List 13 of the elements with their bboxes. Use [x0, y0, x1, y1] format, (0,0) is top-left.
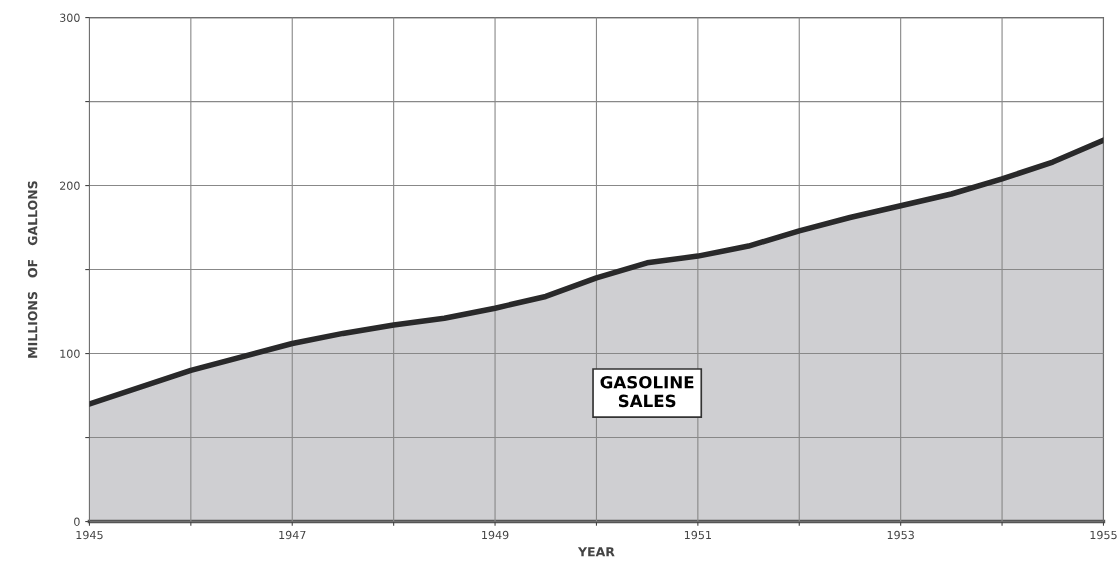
y-tick-label: 300 [60, 13, 80, 22]
x-tick-label: 1949 [482, 530, 509, 540]
x-tick-label: 1947 [279, 530, 306, 540]
y-axis-title: MILLIONS OF GALLONS [27, 181, 38, 358]
y-tick-label: 0 [74, 517, 80, 526]
x-tick-label: 1955 [1090, 530, 1117, 540]
x-tick-label: 1945 [76, 530, 103, 540]
y-tick-label: 100 [60, 349, 80, 358]
y-tick-label: 200 [60, 181, 80, 190]
x-tick-label: 1951 [684, 530, 711, 540]
x-tick-label: 1953 [887, 530, 914, 540]
annotation: GASOLINE SALES [600, 375, 694, 408]
x-axis-title: YEAR [577, 547, 615, 557]
